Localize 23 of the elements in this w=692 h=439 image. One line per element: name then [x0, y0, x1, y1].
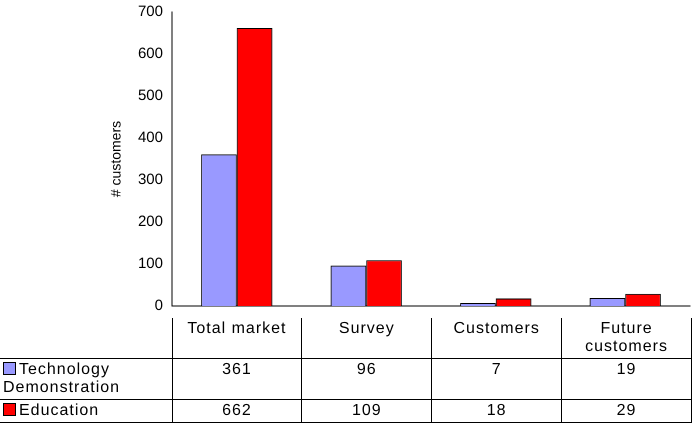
y-tick-label: 100: [138, 255, 163, 272]
legend-label: Education: [0, 400, 172, 422]
data-label: 18: [432, 400, 562, 422]
y-axis-title: # customers: [107, 120, 124, 198]
y-tick-label: 700: [138, 3, 163, 20]
x-tick-label: Total market: [172, 318, 302, 358]
y-tick-label: 600: [138, 45, 163, 62]
x-tick-label: Future customers: [562, 318, 692, 358]
legend-label: Technology Demonstration: [0, 358, 172, 400]
y-tick-label: 200: [138, 213, 163, 230]
x-tick-label: Survey: [302, 318, 432, 358]
data-label: 361: [172, 358, 302, 400]
y-tick-label: 0: [154, 297, 163, 314]
data-label: 109: [302, 400, 432, 422]
data-label: 96: [302, 358, 432, 400]
y-tick-label: 300: [138, 171, 163, 188]
data-label: 19: [562, 358, 692, 400]
data-label: 7: [432, 358, 562, 400]
data-label: 29: [562, 400, 692, 422]
y-tick-label: 500: [138, 87, 163, 104]
y-tick-label: 400: [138, 129, 163, 146]
data-label: 662: [172, 400, 302, 422]
x-tick-label: Customers: [432, 318, 562, 358]
